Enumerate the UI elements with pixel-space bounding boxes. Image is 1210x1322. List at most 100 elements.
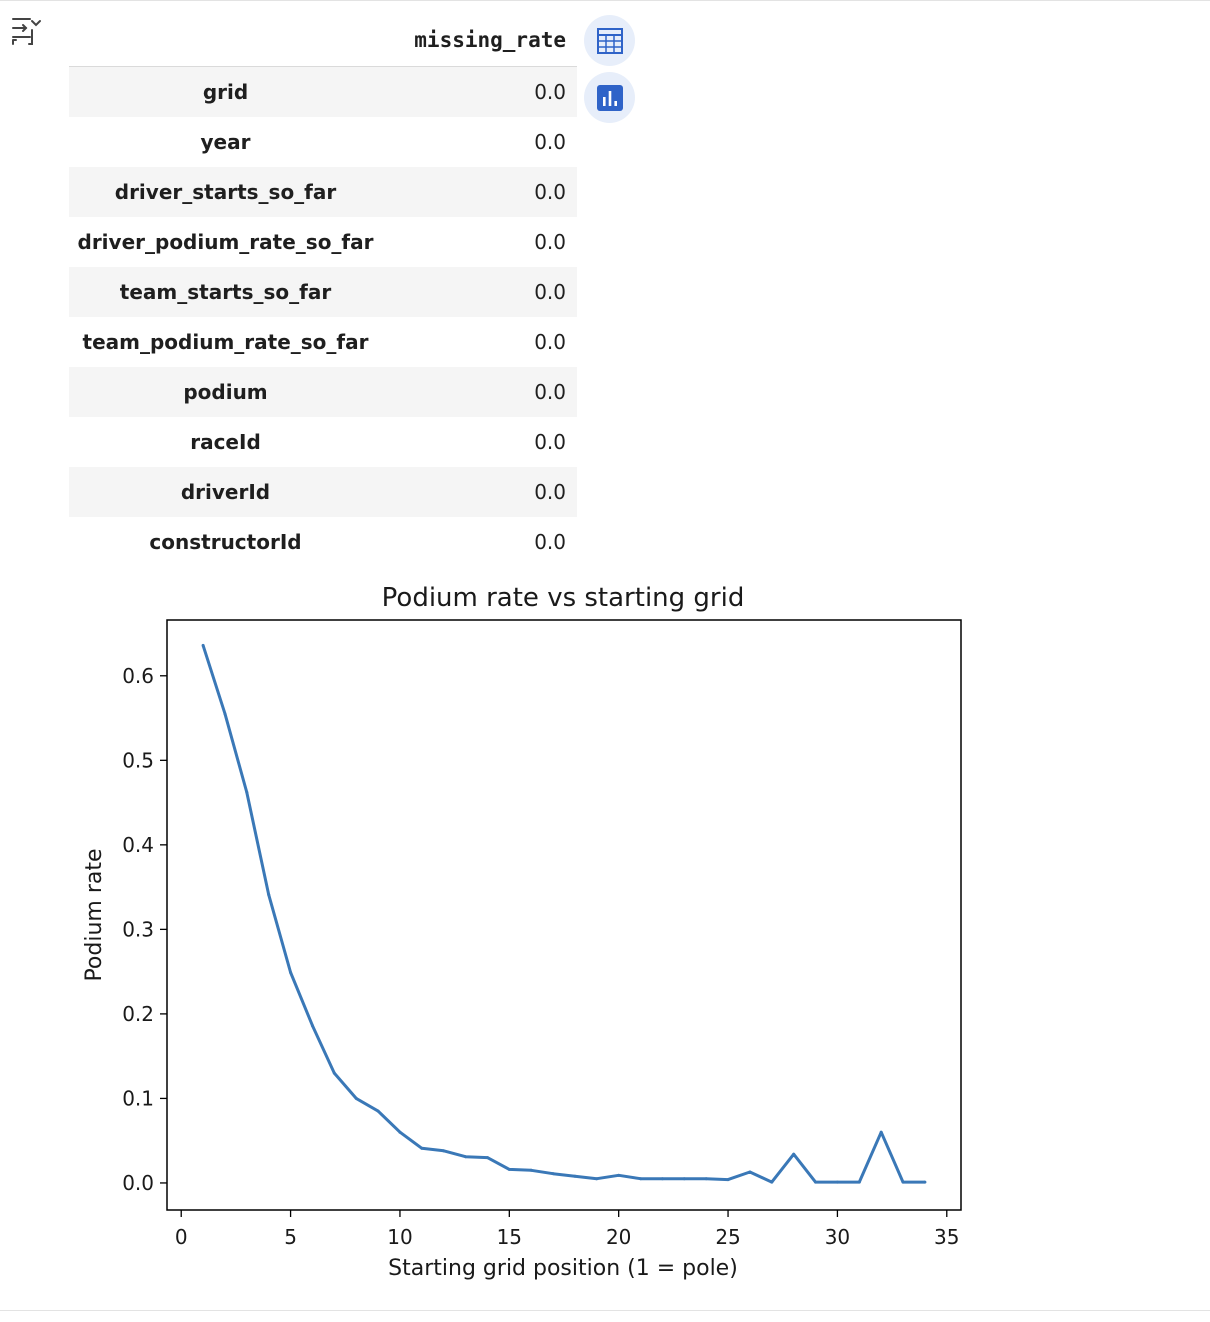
data-point	[792, 1152, 796, 1156]
row-value: 0.0	[534, 430, 566, 454]
row-value: 0.0	[382, 467, 577, 517]
x-axis: 0 5 10 15 20 25 30 35	[175, 1210, 960, 1249]
row-label: grid	[69, 66, 382, 117]
data-point	[485, 1156, 489, 1160]
row-label: team_starts_so_far	[69, 267, 382, 317]
data-point	[726, 1178, 730, 1182]
data-point	[223, 712, 227, 716]
row-value: 0.0	[534, 530, 566, 554]
data-point	[595, 1177, 599, 1181]
row-label: podium	[69, 367, 382, 417]
data-point	[573, 1174, 577, 1178]
row-label: raceId	[190, 430, 261, 454]
row-value: 0.0	[382, 167, 577, 217]
table-body: grid 0.0 year 0.0 driver_starts_so_far 0.0 dri…	[69, 66, 577, 568]
x-tick-label: 15	[497, 1225, 522, 1249]
data-point	[420, 1146, 424, 1150]
data-point	[310, 1024, 314, 1028]
data-point	[332, 1071, 336, 1075]
data-point	[857, 1180, 861, 1184]
x-tick-label: 25	[715, 1225, 740, 1249]
data-point	[748, 1170, 752, 1174]
table-row: driver_podium_rate_so_far 0.0	[69, 217, 577, 267]
data-point	[398, 1130, 402, 1134]
table-row: year 0.0	[69, 117, 577, 167]
data-points	[201, 643, 927, 1184]
table-view-button[interactable]	[584, 15, 635, 66]
series-line	[201, 644, 925, 1184]
missing-rate-table: missing_rate grid 0.0 year 0.0 driver_starts…	[69, 14, 577, 567]
x-tick-label: 0	[175, 1225, 188, 1249]
table-row: team_podium_rate_so_far 0.0	[69, 317, 577, 367]
table-row: raceId 0.0	[69, 417, 577, 467]
row-value: 0.0	[382, 66, 577, 117]
data-point	[464, 1155, 468, 1159]
y-axis: 0.0 0.1 0.2 0.3 0.4 0.5 0.6	[122, 664, 167, 1195]
chart-container: Podium rate vs starting grid 0 5 10 15 20 25 3…	[0, 560, 1000, 1304]
data-point	[617, 1173, 621, 1177]
data-point	[289, 970, 293, 974]
column-header-missing-rate: missing_rate	[382, 14, 577, 67]
data-point	[354, 1096, 358, 1100]
table-row: grid 0.0	[69, 66, 577, 117]
row-value: 0.0	[534, 330, 566, 354]
data-point	[267, 893, 271, 897]
row-value: 0.0	[534, 230, 566, 254]
row-label: constructorId	[149, 530, 302, 554]
chart-view-button[interactable]	[584, 72, 635, 123]
data-point	[770, 1180, 774, 1184]
x-axis-label: Starting grid position (1 = pole)	[388, 1256, 738, 1281]
row-label: driver_starts_so_far	[69, 167, 382, 217]
x-tick-label: 30	[825, 1225, 850, 1249]
row-value: 0.0	[534, 130, 566, 154]
y-tick-label: 0.4	[122, 833, 154, 857]
data-point	[660, 1177, 664, 1181]
x-tick-label: 5	[284, 1225, 297, 1249]
output-toggle-button[interactable]	[10, 16, 44, 46]
data-point	[814, 1180, 818, 1184]
data-point	[901, 1180, 905, 1184]
y-tick-label: 0.1	[122, 1086, 154, 1110]
collapse-output-icon	[12, 18, 41, 45]
table-row: constructorId 0.0	[69, 517, 577, 567]
y-tick-label: 0.5	[122, 748, 154, 772]
y-tick-label: 0.6	[122, 664, 154, 688]
table-grid-icon	[596, 27, 623, 54]
data-point	[376, 1109, 380, 1113]
y-tick-label: 0.3	[122, 917, 154, 941]
data-point	[923, 1180, 927, 1184]
data-point	[507, 1167, 511, 1171]
data-point	[551, 1172, 555, 1176]
table-header-row: missing_rate	[69, 14, 577, 67]
row-label: team_podium_rate_so_far	[82, 330, 369, 354]
bar-chart-icon	[596, 84, 623, 111]
data-point	[529, 1168, 533, 1172]
y-tick-label: 0.2	[122, 1002, 154, 1026]
data-point	[682, 1177, 686, 1181]
table-row: driverId 0.0	[69, 467, 577, 517]
data-point	[639, 1177, 643, 1181]
y-tick-label: 0.0	[122, 1171, 154, 1195]
row-label: driverId	[69, 467, 382, 517]
row-value: 0.0	[382, 267, 577, 317]
plot-frame	[166, 619, 962, 1211]
x-tick-label: 20	[606, 1225, 631, 1249]
data-point	[442, 1149, 446, 1153]
chart-title: Podium rate vs starting grid	[382, 583, 745, 613]
y-axis-label: Podium rate	[82, 848, 107, 981]
podium-rate-chart: Podium rate vs starting grid 0 5 10 15 20 25 3…	[82, 583, 962, 1281]
x-tick-label: 35	[934, 1225, 959, 1249]
index-header	[69, 14, 382, 67]
data-point	[201, 643, 205, 647]
x-tick-label: 10	[387, 1225, 412, 1249]
table-row: podium 0.0	[69, 367, 577, 417]
table-row: driver_starts_so_far 0.0	[69, 167, 577, 217]
data-point	[245, 790, 249, 794]
data-point	[704, 1177, 708, 1181]
row-value: 0.0	[382, 367, 577, 417]
row-label: year	[200, 130, 251, 154]
data-point	[835, 1180, 839, 1184]
table-row: team_starts_so_far 0.0	[69, 267, 577, 317]
row-label: driver_podium_rate_so_far	[77, 230, 374, 254]
